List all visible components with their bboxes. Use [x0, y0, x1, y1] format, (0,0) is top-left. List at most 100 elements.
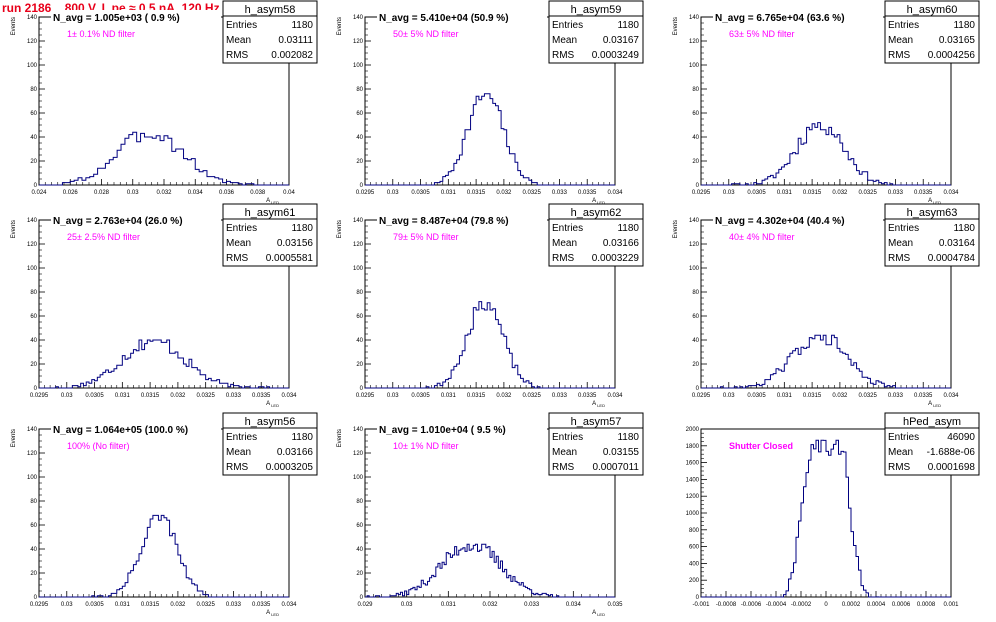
stat-value: 0.03164: [939, 238, 976, 249]
x-tick-label: 0.031: [777, 190, 793, 196]
x-axis-label: A LED: [266, 610, 279, 617]
stat-label: Entries: [552, 223, 583, 234]
x-tick-label: 0.0335: [914, 393, 933, 399]
filter-annotation: 40± 4% ND filter: [729, 232, 794, 242]
y-tick-label: 120: [27, 242, 38, 248]
stat-label: Entries: [552, 432, 583, 443]
x-tick-label: 0.032: [170, 602, 186, 608]
x-tick-label: 0.038: [250, 190, 266, 196]
stat-value: 0.03111: [278, 35, 313, 46]
x-tick-label: 0.03: [61, 393, 73, 399]
x-tick-label: 0.0002: [842, 602, 861, 608]
histogram-panel-h_asym60: 0.0295 0.03 0.0305 0.031 0.0315 0.032 0.0325 0.…: [673, 0, 980, 205]
stat-label: Entries: [888, 432, 919, 443]
stat-value: 1180: [291, 432, 313, 443]
y-tick-label: 100: [27, 475, 38, 481]
n-avg-box-bg: [51, 422, 221, 437]
x-tick-label: 0.031: [441, 393, 457, 399]
x-tick-label: 0.0315: [141, 602, 160, 608]
y-tick-label: 140: [27, 218, 38, 224]
filter-annotation: 79± 5% ND filter: [393, 232, 458, 242]
stats-box: h_asym57 Entries 1180 Mean 0.03155 RMS 0.00070…: [548, 412, 644, 476]
y-tick-label: 20: [692, 159, 699, 165]
y-tick-label: 40: [692, 338, 699, 344]
y-tick-label: 1800: [686, 444, 700, 450]
x-tick-label: 0.032: [156, 190, 172, 196]
stat-value: 0.0003205: [266, 462, 314, 473]
x-tick-label: 0.0325: [196, 602, 215, 608]
n-avg-box: N_avg = 4.302e+04 (40.4 %): [713, 213, 883, 228]
y-axis-label: Events: [337, 17, 343, 35]
stats-box-frame: [548, 203, 644, 267]
stat-label: RMS: [226, 50, 249, 61]
x-axis-label: A LED: [592, 401, 605, 408]
stat-value: 0.0003229: [592, 253, 640, 264]
filter-annotation: 63± 5% ND filter: [729, 29, 794, 39]
y-tick-label: 100: [353, 266, 364, 272]
y-axis-label: Events: [337, 429, 343, 447]
histogram-line: [701, 334, 951, 389]
stat-value: 0.0004784: [928, 253, 976, 264]
x-tick-label: 0.0295: [30, 602, 49, 608]
stats-box: h_asym60 Entries 1180 Mean 0.03165 RMS 0.00042…: [884, 0, 980, 64]
x-axis-label: A LED: [592, 198, 605, 205]
y-tick-label: 100: [27, 266, 38, 272]
x-axis-label: A LED: [928, 401, 941, 408]
stats-box: h_asym63 Entries 1180 Mean 0.03164 RMS 0.00047…: [884, 203, 980, 267]
stat-label: RMS: [888, 50, 911, 61]
y-tick-label: 140: [27, 427, 38, 433]
stats-box-frame: [222, 412, 318, 476]
histogram-name: h_asym56: [245, 416, 296, 428]
histogram-line: [701, 122, 951, 186]
y-tick-label: 20: [356, 362, 363, 368]
stat-value: 1180: [617, 432, 639, 443]
histogram-name: h_asym62: [571, 207, 622, 219]
x-tick-label: 0.0004: [867, 602, 886, 608]
stat-value: 1180: [617, 223, 639, 234]
x-tick-label: 0.0325: [522, 190, 541, 196]
n-avg-box: N_avg = 8.487e+04 (79.8 %): [377, 213, 547, 228]
n-avg-title: N_avg = 6.765e+04 (63.6 %): [715, 13, 845, 24]
x-tick-label: 0.0295: [692, 190, 711, 196]
x-tick-label: 0.0295: [356, 190, 375, 196]
stat-value: 0.0007011: [592, 462, 639, 473]
stats-box: h_asym62 Entries 1180 Mean 0.03166 RMS 0.00032…: [548, 203, 644, 267]
x-tick-label: 0.032: [482, 602, 498, 608]
stat-value: 1180: [291, 223, 313, 234]
y-axis-label: Events: [11, 220, 17, 238]
y-tick-label: 40: [30, 547, 37, 553]
y-tick-label: 60: [356, 111, 363, 117]
stat-label: RMS: [226, 462, 249, 473]
x-tick-label: 0.001: [943, 602, 959, 608]
x-tick-label: 0.033: [552, 393, 568, 399]
x-tick-label: 0.0315: [803, 393, 822, 399]
histogram-line: [365, 543, 615, 598]
filter-annotation: 10± 1% ND filter: [393, 441, 458, 451]
y-tick-label: 0: [360, 386, 364, 392]
y-tick-label: 800: [689, 528, 700, 534]
stat-value: 0.03165: [939, 35, 976, 46]
y-tick-label: 80: [356, 499, 363, 505]
x-tick-label: 0.0325: [858, 190, 877, 196]
x-tick-label: 0.0305: [411, 393, 430, 399]
y-tick-label: 40: [30, 338, 37, 344]
filter-annotation: 100% (No filter): [67, 441, 130, 451]
histogram-name: h_asym57: [571, 416, 622, 428]
stats-box: hPed_asym Entries 46090 Mean -1.688e-06 RMS 0.…: [884, 412, 980, 476]
x-tick-label: 0.0335: [252, 393, 271, 399]
y-axis-label: Events: [11, 17, 17, 35]
stat-label: Mean: [226, 447, 251, 458]
histogram-line: [365, 93, 615, 186]
y-tick-label: 20: [30, 571, 37, 577]
stat-value: 0.0004256: [928, 50, 976, 61]
x-tick-label: 0.028: [94, 190, 110, 196]
x-tick-label: 0.0305: [747, 393, 766, 399]
n-avg-title: N_avg = 1.010e+04 ( 9.5 %): [379, 425, 506, 436]
x-tick-label: 0.0325: [858, 393, 877, 399]
histogram-name: hPed_asym: [903, 416, 961, 428]
stat-label: Entries: [552, 20, 583, 31]
x-tick-label: -0.0002: [791, 602, 812, 608]
x-tick-label: 0.031: [441, 602, 457, 608]
y-tick-label: 1600: [686, 461, 700, 467]
stat-label: RMS: [226, 253, 249, 264]
